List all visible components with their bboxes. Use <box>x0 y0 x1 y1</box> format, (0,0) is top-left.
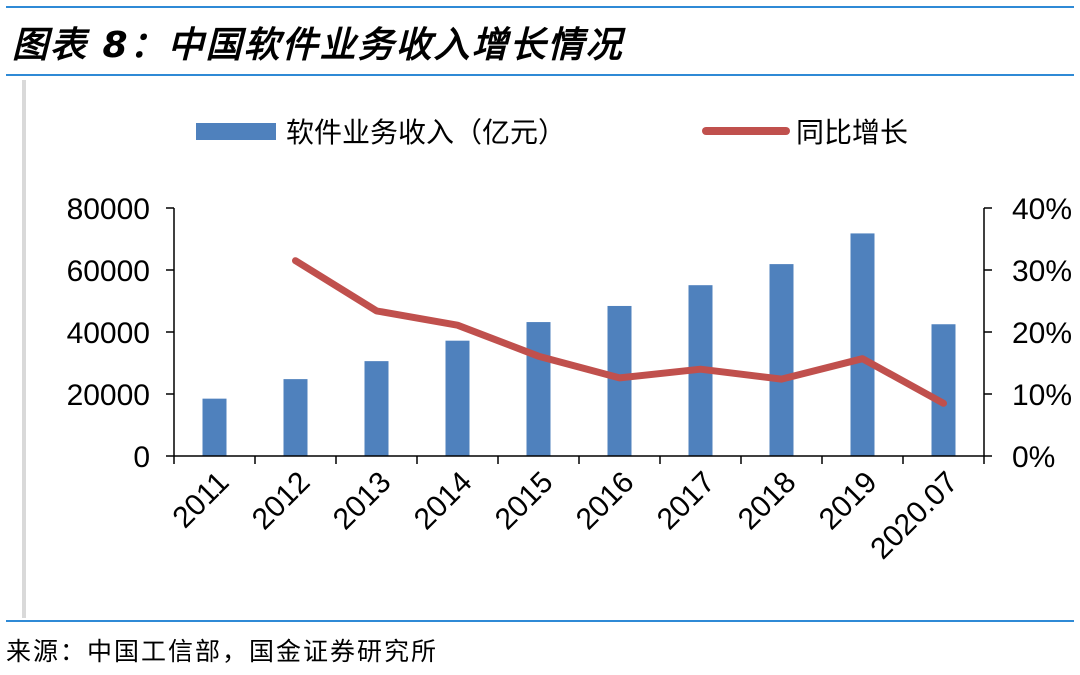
x-tick-label: 2015 <box>489 466 560 537</box>
y-left-tick-label: 60000 <box>67 255 150 288</box>
chart: 软件业务收入（亿元） 同比增长 0 20000 40000 60000 80000 0% 1… <box>67 116 1072 566</box>
title-bottom-rule <box>6 74 1074 76</box>
chart-frame-border <box>22 80 26 618</box>
bar <box>931 324 956 456</box>
y-right-tick-label: 10% <box>1012 379 1072 412</box>
legend-line-label: 同比增长 <box>796 116 908 149</box>
y-left-tick-label: 20000 <box>67 379 150 412</box>
x-tick-label: 2014 <box>408 466 479 537</box>
x-tick-label: 2011 <box>166 466 235 535</box>
legend-bar-label: 软件业务收入（亿元） <box>286 116 566 149</box>
y-left-tick-label: 80000 <box>67 193 150 226</box>
x-tick-label: 2017 <box>651 466 722 537</box>
bar <box>850 233 875 456</box>
bar <box>769 264 794 456</box>
x-tick-label: 2018 <box>732 466 803 537</box>
bar <box>526 322 551 456</box>
source-note: 来源：中国工信部，国金证券研究所 <box>6 637 439 666</box>
legend-bar-swatch <box>196 123 276 140</box>
legend: 软件业务收入（亿元） 同比增长 <box>196 116 908 149</box>
bar <box>283 379 308 456</box>
figure-title: 图表 8：中国软件业务收入增长情况 <box>12 25 624 66</box>
y-left-tick-label: 40000 <box>67 317 150 350</box>
y-left-tick-label: 0 <box>133 441 150 474</box>
title-top-rule <box>6 6 1074 8</box>
x-tick-label: 2016 <box>570 466 641 537</box>
x-tick-label: 2012 <box>246 466 317 537</box>
x-tick-label: 2013 <box>327 466 398 537</box>
bar <box>202 398 227 456</box>
x-tick-label: 2020.07 <box>864 466 964 566</box>
x-tick-label: 2019 <box>813 466 884 537</box>
y-right-tick-label: 0% <box>1012 441 1055 474</box>
growth-line <box>292 257 947 407</box>
y-right-tick-label: 20% <box>1012 317 1072 350</box>
y-right-tick-label: 40% <box>1012 193 1072 226</box>
bar <box>364 361 389 456</box>
y-right-tick-label: 30% <box>1012 255 1072 288</box>
footer-rule <box>6 620 1074 622</box>
bar <box>445 340 470 456</box>
